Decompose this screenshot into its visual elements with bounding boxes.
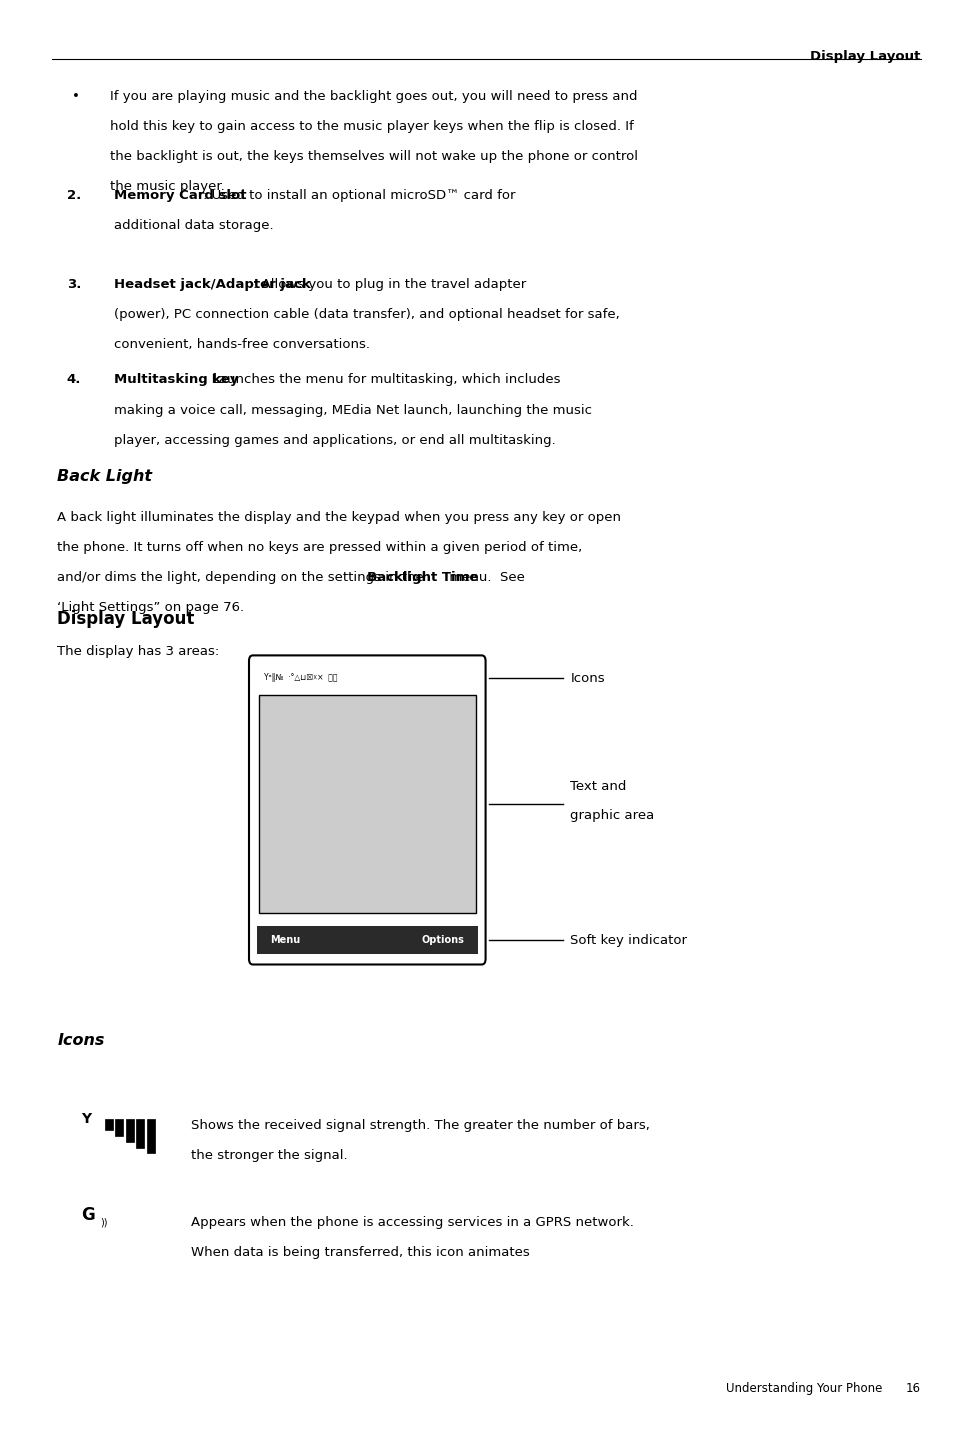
Text: the phone. It turns off when no keys are pressed within a given period of time,: the phone. It turns off when no keys are…: [57, 541, 582, 554]
Text: 3.: 3.: [67, 278, 81, 290]
Text: convenient, hands-free conversations.: convenient, hands-free conversations.: [114, 338, 370, 351]
Text: player, accessing games and applications, or end all multitasking.: player, accessing games and applications…: [114, 434, 556, 446]
Bar: [256, 664, 477, 693]
Text: Text and: Text and: [570, 780, 626, 793]
Text: G: G: [81, 1205, 94, 1224]
Text: Icons: Icons: [57, 1033, 105, 1047]
Bar: [105, 1119, 112, 1130]
Text: If you are playing music and the backlight goes out, you will need to press and: If you are playing music and the backlig…: [110, 90, 637, 103]
Bar: [147, 1119, 154, 1153]
Bar: [126, 1119, 133, 1142]
Text: (power), PC connection cable (data transfer), and optional headset for safe,: (power), PC connection cable (data trans…: [114, 308, 619, 321]
Text: Icons: Icons: [570, 671, 604, 684]
Text: the music player.: the music player.: [110, 180, 224, 193]
Text: Display Layout: Display Layout: [809, 50, 920, 63]
Text: •: •: [71, 90, 79, 103]
Text: Menu: Menu: [270, 936, 300, 946]
Text: ‘Light Settings” on page 76.: ‘Light Settings” on page 76.: [57, 601, 244, 614]
Text: and/or dims the light, depending on the settings in the: and/or dims the light, depending on the …: [57, 571, 428, 584]
Text: : Allows you to plug in the travel adapter: : Allows you to plug in the travel adapt…: [253, 278, 525, 290]
Text: Soft key indicator: Soft key indicator: [570, 934, 687, 947]
Text: 16: 16: [904, 1382, 920, 1395]
Text: the backlight is out, the keys themselves will not wake up the phone or control: the backlight is out, the keys themselve…: [110, 150, 637, 163]
Text: : Launches the menu for multitasking, which includes: : Launches the menu for multitasking, wh…: [203, 373, 560, 386]
Text: When data is being transferred, this icon animates: When data is being transferred, this ico…: [191, 1246, 529, 1259]
Text: Display Layout: Display Layout: [57, 610, 194, 628]
Text: Backlight Time: Backlight Time: [367, 571, 478, 584]
Bar: [115, 1119, 123, 1136]
Text: )): )): [100, 1218, 108, 1228]
Text: Appears when the phone is accessing services in a GPRS network.: Appears when the phone is accessing serv…: [191, 1216, 633, 1229]
Text: Options: Options: [421, 936, 464, 946]
Text: The display has 3 areas:: The display has 3 areas:: [57, 645, 219, 658]
Text: Back Light: Back Light: [57, 469, 152, 484]
Text: Y: Y: [81, 1112, 91, 1126]
Bar: [136, 1119, 144, 1148]
Bar: [256, 926, 477, 954]
Bar: [258, 695, 476, 913]
Text: 4.: 4.: [67, 373, 81, 386]
Text: additional data storage.: additional data storage.: [114, 219, 274, 232]
Text: the stronger the signal.: the stronger the signal.: [191, 1149, 347, 1162]
Text: hold this key to gain access to the music player keys when the flip is closed. I: hold this key to gain access to the musi…: [110, 120, 633, 133]
Text: Yᵃ‖№  ·°△⊔☒☓×  ⎕⎕: Yᵃ‖№ ·°△⊔☒☓× ⎕⎕: [264, 673, 337, 683]
Text: Shows the received signal strength. The greater the number of bars,: Shows the received signal strength. The …: [191, 1119, 649, 1132]
Text: A back light illuminates the display and the keypad when you press any key or op: A back light illuminates the display and…: [57, 511, 620, 524]
Text: Memory Card slot: Memory Card slot: [114, 189, 247, 202]
Text: Multitasking key: Multitasking key: [114, 373, 239, 386]
Text: 2.: 2.: [67, 189, 81, 202]
Text: menu.  See: menu. See: [444, 571, 524, 584]
Text: : Used to install an optional microSD™ card for: : Used to install an optional microSD™ c…: [203, 189, 515, 202]
Text: Understanding Your Phone: Understanding Your Phone: [725, 1382, 882, 1395]
Text: making a voice call, messaging, MEdia Net launch, launching the music: making a voice call, messaging, MEdia Ne…: [114, 404, 592, 416]
Text: Headset jack/Adapter jack: Headset jack/Adapter jack: [114, 278, 311, 290]
Text: graphic area: graphic area: [570, 809, 654, 821]
FancyBboxPatch shape: [249, 655, 485, 964]
